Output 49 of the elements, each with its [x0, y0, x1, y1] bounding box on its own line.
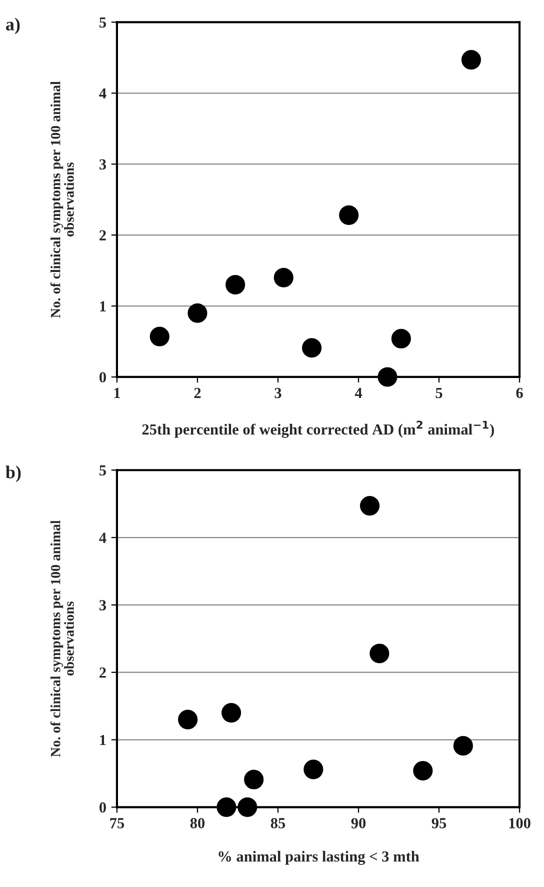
y-tick-label: 2 — [100, 668, 106, 678]
point — [302, 338, 322, 358]
point — [360, 496, 380, 516]
point — [178, 710, 198, 730]
x-tick-label: 75 — [110, 818, 124, 828]
point — [391, 328, 411, 348]
point — [274, 268, 294, 288]
x-tick-label: 6 — [516, 388, 523, 398]
point — [339, 205, 359, 225]
point — [238, 797, 258, 817]
y-tick-label: 3 — [99, 600, 106, 610]
x-axis-title: 25th percentile of weight corrected AD (m$^{2}$ animal$^{−1}$) — [142, 420, 494, 438]
y-tick-label: 0 — [99, 372, 106, 382]
y-tick-label: 1 — [100, 301, 106, 312]
point — [453, 736, 473, 756]
point — [378, 367, 398, 387]
x-tick-label: 4 — [354, 388, 362, 398]
point — [461, 50, 481, 70]
x-tick-label: 85 — [270, 818, 286, 828]
chart-title: b) — [6, 466, 21, 482]
point — [244, 770, 264, 790]
x-tick-label: 100 — [509, 818, 530, 828]
point — [304, 760, 324, 780]
x-tick-label: 2 — [194, 388, 201, 398]
y-tick-label: 3 — [99, 159, 106, 170]
point — [226, 274, 246, 295]
y-tick-label: 5 — [100, 465, 106, 476]
y-tick-label: 4 — [99, 532, 106, 543]
chart-title: a) — [6, 18, 20, 34]
x-tick-label: 1 — [114, 388, 120, 398]
y-tick-label: 1 — [100, 734, 106, 746]
x-tick-label: 80 — [190, 818, 205, 828]
point — [222, 703, 242, 723]
point — [150, 326, 170, 346]
point — [413, 760, 433, 781]
y-tick-label: 5 — [100, 17, 106, 28]
point — [216, 797, 236, 817]
point — [188, 303, 208, 323]
x-tick-label: 90 — [351, 818, 366, 828]
x-axis-title: % animal pairs lasting < 3 mth — [218, 850, 420, 865]
y-axis-title: No. of clinical symptoms per 100 animal observations — [50, 81, 74, 318]
x-tick-label: 95 — [432, 818, 446, 828]
y-tick-label: 2 — [100, 230, 106, 240]
x-tick-label: 5 — [436, 388, 442, 398]
y-tick-label: 0 — [99, 802, 106, 813]
point — [370, 644, 390, 664]
y-axis-title: No. of clinical symptoms per 100 animal observations — [50, 520, 74, 757]
x-tick-label: 3 — [274, 388, 282, 398]
y-tick-label: 4 — [99, 88, 106, 98]
